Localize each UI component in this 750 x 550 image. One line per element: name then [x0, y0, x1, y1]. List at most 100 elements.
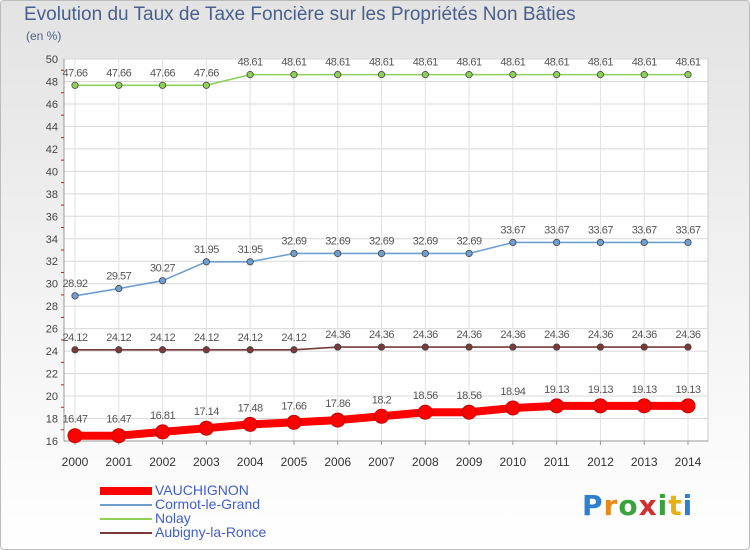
legend-swatch	[100, 532, 152, 534]
y-tick-label: 28	[46, 301, 58, 313]
y-tick-label: 24	[46, 346, 58, 358]
data-point	[202, 81, 210, 89]
data-label: 48.61	[588, 57, 613, 69]
data-label: 18.56	[457, 390, 482, 402]
data-point	[67, 428, 83, 444]
data-point	[71, 292, 79, 300]
data-point	[334, 343, 342, 351]
data-label: 28.92	[62, 278, 87, 290]
data-label: 24.36	[675, 329, 700, 341]
data-label: 48.61	[369, 57, 394, 69]
data-label: 24.36	[500, 329, 525, 341]
data-label: 33.67	[544, 224, 569, 236]
data-label: 17.48	[238, 402, 263, 414]
data-label: 48.61	[500, 57, 525, 69]
data-point	[290, 249, 298, 258]
data-label: 32.69	[325, 235, 350, 247]
logo-letter: o	[618, 489, 639, 522]
y-tick-label: 40	[46, 166, 58, 178]
x-tick-label: 2009	[456, 455, 483, 469]
data-label: 24.12	[238, 332, 263, 344]
y-tick-label: 16	[46, 436, 58, 448]
data-label: 48.61	[238, 57, 263, 69]
data-point	[640, 71, 648, 79]
legend-label: Nolay	[155, 510, 191, 526]
data-label: 24.12	[106, 332, 131, 344]
y-tick-label: 20	[46, 391, 58, 403]
legend-swatch	[100, 487, 152, 495]
x-tick-label: 2010	[500, 455, 527, 469]
data-point	[684, 71, 692, 79]
data-label: 24.36	[325, 329, 350, 341]
x-tick-label: 2013	[631, 455, 658, 469]
data-label: 47.66	[62, 67, 87, 79]
data-point	[374, 408, 389, 424]
data-point	[202, 258, 210, 266]
data-point	[71, 81, 79, 89]
data-label: 16.47	[106, 414, 131, 426]
data-point	[246, 346, 254, 354]
data-label: 30.27	[150, 263, 175, 275]
data-label: 24.36	[588, 329, 613, 341]
data-point	[465, 249, 473, 258]
data-label: 47.66	[194, 67, 219, 79]
data-label: 24.36	[632, 329, 657, 341]
data-point	[330, 412, 346, 428]
data-point	[680, 398, 696, 414]
data-point	[505, 400, 521, 416]
chart-title: Evolution du Taux de Taxe Foncière sur l…	[24, 4, 576, 25]
data-point	[158, 81, 167, 89]
y-tick-label: 46	[46, 99, 58, 111]
data-label: 24.36	[544, 329, 569, 341]
data-label: 29.57	[106, 271, 131, 283]
data-point	[377, 71, 386, 79]
data-label: 48.61	[675, 57, 700, 69]
data-point	[421, 71, 429, 79]
data-point	[596, 71, 605, 79]
y-tick-label: 50	[46, 54, 58, 66]
data-point	[553, 343, 561, 351]
data-label: 16.81	[150, 410, 175, 422]
data-point	[684, 238, 692, 247]
data-point	[592, 398, 608, 414]
y-tick-label: 18	[46, 414, 58, 426]
legend-swatch	[100, 504, 152, 506]
data-point	[377, 249, 386, 258]
y-tick-label: 36	[46, 211, 58, 223]
data-label: 18.94	[500, 386, 525, 398]
data-label: 19.13	[544, 384, 569, 396]
data-point	[290, 346, 298, 354]
data-label: 19.13	[675, 384, 700, 396]
data-point	[198, 420, 214, 436]
data-point	[242, 416, 258, 432]
data-point	[155, 424, 171, 440]
data-label: 31.95	[238, 244, 263, 256]
data-point	[246, 258, 254, 266]
x-tick-label: 2000	[62, 455, 89, 469]
data-label: 24.12	[281, 332, 306, 344]
data-point	[596, 238, 605, 247]
x-tick-label: 2007	[368, 455, 395, 469]
logo-letter: t	[668, 489, 683, 522]
data-label: 17.14	[194, 406, 219, 418]
legend-label: Cormot-le-Grand	[155, 496, 261, 512]
data-point	[509, 343, 517, 351]
data-point	[509, 238, 517, 247]
proxiti-logo: Proxiti	[582, 489, 693, 522]
data-label: 19.13	[632, 384, 657, 396]
data-point	[465, 343, 473, 351]
data-label: 48.61	[413, 57, 438, 69]
data-point	[158, 346, 167, 354]
data-label: 31.95	[194, 244, 219, 256]
data-label: 48.61	[632, 57, 657, 69]
data-label: 17.66	[281, 400, 306, 412]
legend-swatch	[100, 518, 152, 520]
data-point	[421, 343, 429, 351]
data-label: 24.36	[457, 329, 482, 341]
x-tick-label: 2004	[237, 455, 264, 469]
data-point	[334, 71, 342, 79]
data-point	[640, 238, 648, 247]
legend-label: VAUCHIGNON	[155, 482, 249, 498]
data-point	[421, 249, 429, 258]
